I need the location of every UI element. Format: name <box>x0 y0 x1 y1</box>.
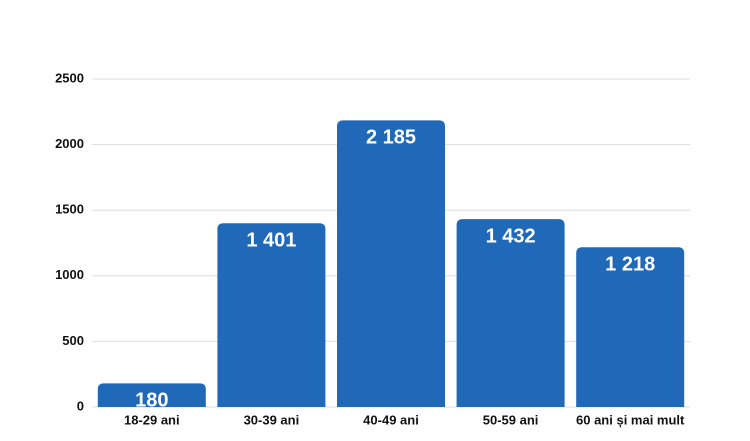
x-tick-label: 30-39 ani <box>244 412 300 427</box>
x-tick-label: 50-59 ani <box>483 412 539 427</box>
y-tick-label: 1500 <box>55 202 84 217</box>
value-label: 2 185 <box>366 127 416 149</box>
y-tick-label: 0 <box>77 398 84 413</box>
x-tick-label: 60 ani și mai mult <box>576 412 685 427</box>
y-tick-label: 500 <box>62 333 84 348</box>
value-label: 1 218 <box>605 253 655 275</box>
value-label: 1 401 <box>246 229 296 251</box>
bar <box>217 223 326 407</box>
value-label: 180 <box>135 390 168 412</box>
value-label: 1 432 <box>486 225 536 247</box>
y-tick-label: 2000 <box>55 136 84 151</box>
y-tick-label: 1000 <box>55 267 84 282</box>
x-tick-label: 40-49 ani <box>363 412 419 427</box>
bar <box>576 247 685 407</box>
y-tick-label: 2500 <box>55 70 84 85</box>
bar <box>97 383 206 407</box>
bar <box>337 120 445 407</box>
x-tick-label: 18-29 ani <box>124 412 180 427</box>
bar <box>456 219 565 407</box>
